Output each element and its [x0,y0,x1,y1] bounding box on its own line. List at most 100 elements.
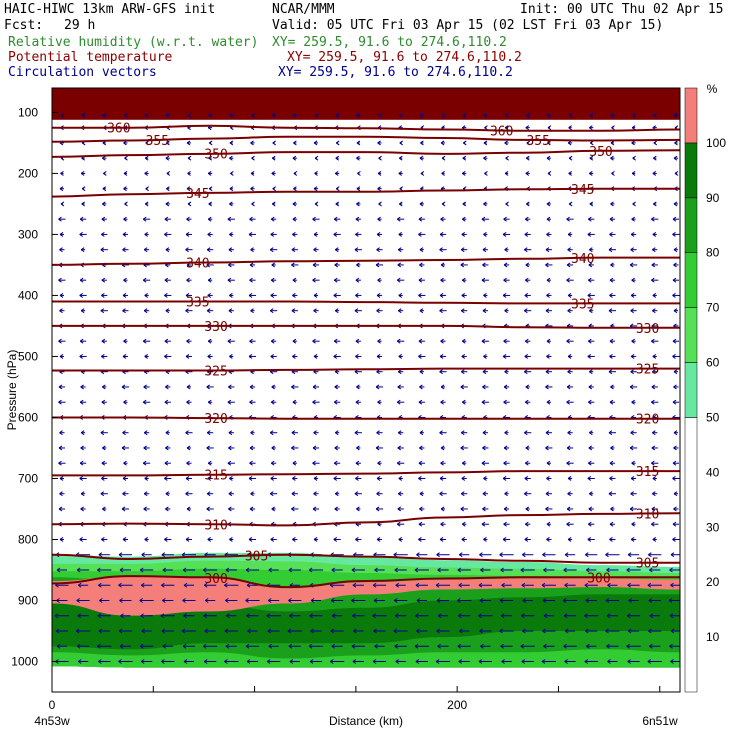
vector-arrow [416,552,428,558]
vector-head [376,308,380,314]
vector-arrow [101,293,108,298]
vector-head [122,293,127,298]
vector-head [651,216,655,222]
vector-head [418,216,423,222]
vector-head [123,338,127,344]
vector-arrow [587,293,595,298]
vector-arrow [376,537,383,542]
vector-head [229,201,233,207]
vector-arrow [143,430,150,436]
vector-arrow [249,216,256,222]
vector-arrow [503,262,510,268]
vector-arrow [672,338,679,344]
vector-head [272,186,277,192]
vector-head [483,476,487,481]
vector-head [652,369,656,375]
vector-head [483,537,487,542]
vector-head [101,216,106,222]
vector-head [588,216,592,222]
vector-arrow [144,232,149,237]
vector-head [166,140,170,146]
model-title: HAIC-HIWC 13km ARW-GFS init [4,2,216,17]
vector-head [505,155,509,161]
vector-arrow [187,155,192,161]
x-tick-label: 0 [49,698,56,712]
vector-head [609,354,613,359]
vector-head [435,659,440,664]
vector-arrow [416,598,427,603]
isentrope-label: 315 [636,465,659,480]
vector-arrow [461,399,467,405]
vector-head [545,262,549,268]
vector-head [567,476,572,481]
colorbar-tick-label: 20 [706,575,720,589]
vector-head [309,613,313,619]
vector-head [143,491,148,497]
vector-arrow [500,643,513,649]
vector-arrow [377,216,382,222]
vector-arrow [270,354,277,359]
vector-head [630,293,635,298]
vector-arrow [482,506,489,512]
vector-arrow [250,491,255,497]
vector-head [376,537,381,542]
vector-arrow [268,643,279,649]
vector-arrow [250,430,255,436]
vector-head [483,113,487,118]
vector-head [101,537,105,542]
vector-head [460,430,465,436]
vector-head [585,598,590,603]
vector-head [483,293,487,298]
vector-head [292,354,296,359]
vector-arrow [610,384,615,390]
vector-head [436,598,441,603]
vector-arrow [79,216,87,222]
vector-arrow [98,552,110,558]
vector-arrow [482,430,488,436]
vector-head [566,521,570,527]
vector-head [143,445,147,451]
vector-arrow [101,354,108,359]
isentrope-label: 345 [186,187,209,202]
vector-head [81,186,86,192]
vector-head [102,445,106,451]
vector-arrow [246,613,259,619]
vector-head [121,445,126,451]
vector-head [673,308,678,314]
vector-arrow [227,216,235,222]
vector-arrow [542,598,555,603]
vector-head [398,155,403,161]
upper-theta-band [52,88,680,120]
vector-head [266,659,271,664]
vector-head [567,354,572,359]
vector-arrow [525,445,530,451]
vector-arrow [251,155,255,161]
vector-arrow [160,613,175,619]
fcst-label: Fcst: [4,18,44,33]
vector-arrow [563,613,577,619]
vector-head [652,293,657,298]
vector-head [123,460,127,466]
vector-arrow [55,628,68,634]
vector-arrow [520,567,535,573]
vector-arrow [587,354,595,359]
vector-head [143,308,148,314]
vector-head [440,262,445,268]
vector-arrow [631,399,636,405]
vector-head [669,613,674,619]
vector-head [546,201,551,207]
vector-arrow [651,262,658,268]
vector-arrow [186,460,192,466]
vector-head [334,430,339,436]
vector-arrow [355,476,362,481]
colorbar-tick-label: 60 [706,356,720,370]
vector-arrow [246,659,259,664]
vector-head [270,399,275,405]
vector-arrow [674,140,678,146]
vector-head [97,613,102,619]
vector-arrow [144,476,149,481]
vector-arrow [142,460,151,466]
vector-arrow [587,232,595,237]
vector-arrow [355,338,361,344]
vector-head [160,613,165,619]
